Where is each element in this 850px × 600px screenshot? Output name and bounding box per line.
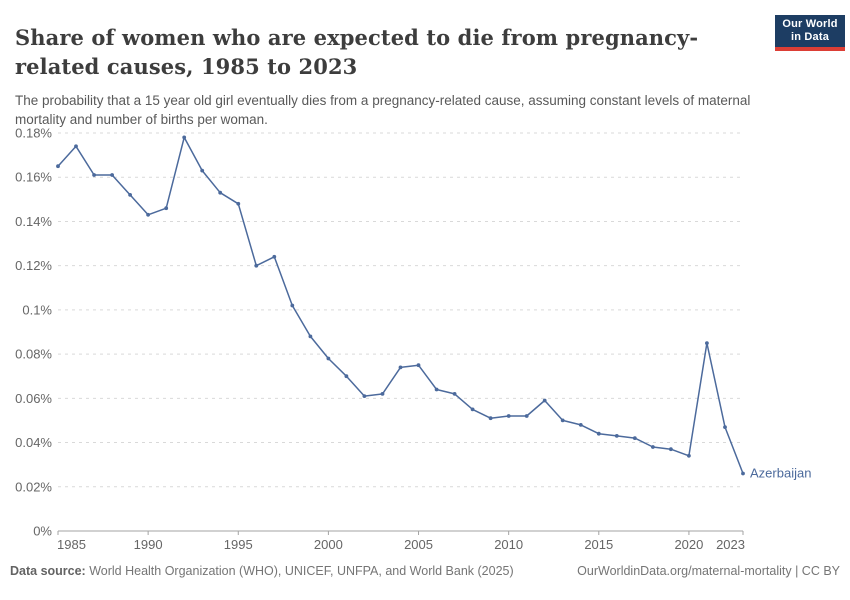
data-point[interactable] bbox=[669, 447, 673, 452]
data-point[interactable] bbox=[542, 398, 547, 403]
data-point[interactable] bbox=[326, 356, 331, 361]
data-point[interactable] bbox=[578, 423, 583, 427]
data-point[interactable] bbox=[146, 212, 151, 217]
data-point[interactable] bbox=[488, 416, 493, 421]
data-source-text: World Health Organization (WHO), UNICEF,… bbox=[85, 564, 514, 578]
data-point[interactable] bbox=[110, 173, 114, 177]
data-point[interactable] bbox=[182, 135, 187, 140]
data-point[interactable] bbox=[200, 168, 205, 173]
data-point[interactable] bbox=[470, 407, 475, 412]
y-axis-tick-label: 0.06% bbox=[15, 391, 52, 406]
y-axis-tick-label: 0.1% bbox=[22, 302, 52, 317]
x-axis-tick-label: 2010 bbox=[494, 537, 523, 552]
data-point[interactable] bbox=[362, 394, 367, 398]
data-point[interactable] bbox=[632, 436, 637, 440]
data-point[interactable] bbox=[380, 392, 385, 396]
y-axis-tick-label: 0.04% bbox=[15, 435, 52, 450]
data-point[interactable] bbox=[560, 418, 565, 423]
chart-subtitle: The probability that a 15 year old girl … bbox=[15, 92, 751, 128]
page-title: Share of women who are expected to die f… bbox=[15, 25, 699, 80]
data-point[interactable] bbox=[56, 164, 60, 169]
data-point[interactable] bbox=[434, 387, 439, 392]
data-point[interactable] bbox=[74, 144, 78, 149]
x-axis-tick-label: 2005 bbox=[404, 537, 433, 552]
y-axis-tick-label: 0.12% bbox=[15, 258, 52, 273]
data-point[interactable] bbox=[236, 201, 241, 206]
data-point[interactable] bbox=[506, 414, 511, 418]
y-axis-tick-label: 0.08% bbox=[15, 347, 52, 362]
data-point[interactable] bbox=[164, 206, 169, 211]
data-point[interactable] bbox=[416, 363, 421, 368]
owid-logo[interactable]: Our World in Data bbox=[775, 15, 845, 51]
data-point[interactable] bbox=[128, 193, 133, 197]
x-axis-tick-label: 2015 bbox=[584, 537, 613, 552]
x-axis-tick-label: 1985 bbox=[57, 537, 86, 552]
data-point[interactable] bbox=[614, 434, 619, 438]
x-axis-tick-label: 2000 bbox=[314, 537, 343, 552]
data-point[interactable] bbox=[344, 374, 349, 379]
data-source-note: Data source: World Health Organization (… bbox=[10, 564, 514, 578]
data-point[interactable] bbox=[651, 445, 655, 449]
x-axis-tick-label: 1990 bbox=[134, 537, 163, 552]
data-point[interactable] bbox=[398, 365, 403, 370]
owid-logo-line2: in Data bbox=[790, 31, 830, 43]
data-point[interactable] bbox=[687, 453, 691, 458]
data-point[interactable] bbox=[92, 173, 96, 177]
data-point[interactable] bbox=[723, 425, 727, 429]
chart-footer: Data source: World Health Organization (… bbox=[10, 564, 840, 578]
data-point[interactable] bbox=[290, 303, 295, 308]
line-series-azerbaijan[interactable] bbox=[57, 136, 744, 475]
data-point[interactable] bbox=[452, 392, 457, 396]
data-point[interactable] bbox=[524, 414, 529, 418]
data-point[interactable] bbox=[272, 254, 277, 259]
owid-logo-line1: Our World bbox=[782, 18, 838, 30]
data-point[interactable] bbox=[705, 341, 709, 345]
y-axis-tick-label: 0% bbox=[33, 524, 52, 539]
data-point[interactable] bbox=[218, 190, 223, 195]
data-point[interactable] bbox=[254, 263, 259, 268]
data-point[interactable] bbox=[741, 471, 745, 476]
y-axis-tick-label: 0.02% bbox=[15, 479, 52, 494]
entity-label-azerbaijan[interactable]: Azerbaijan bbox=[750, 466, 811, 481]
y-axis-tick-label: 0.18% bbox=[15, 126, 52, 141]
data-point[interactable] bbox=[308, 334, 313, 339]
x-axis-tick-label: 2020 bbox=[674, 537, 703, 552]
y-axis-tick-label: 0.14% bbox=[15, 214, 52, 229]
data-source-label: Data source: bbox=[10, 564, 86, 578]
y-axis-tick-label: 0.16% bbox=[15, 170, 52, 185]
owid-url-link[interactable]: OurWorldinData.org/maternal-mortality | … bbox=[577, 564, 840, 578]
x-axis-tick-label: 2023 bbox=[716, 537, 745, 552]
x-axis-tick-label: 1995 bbox=[224, 537, 253, 552]
data-point[interactable] bbox=[596, 431, 601, 436]
